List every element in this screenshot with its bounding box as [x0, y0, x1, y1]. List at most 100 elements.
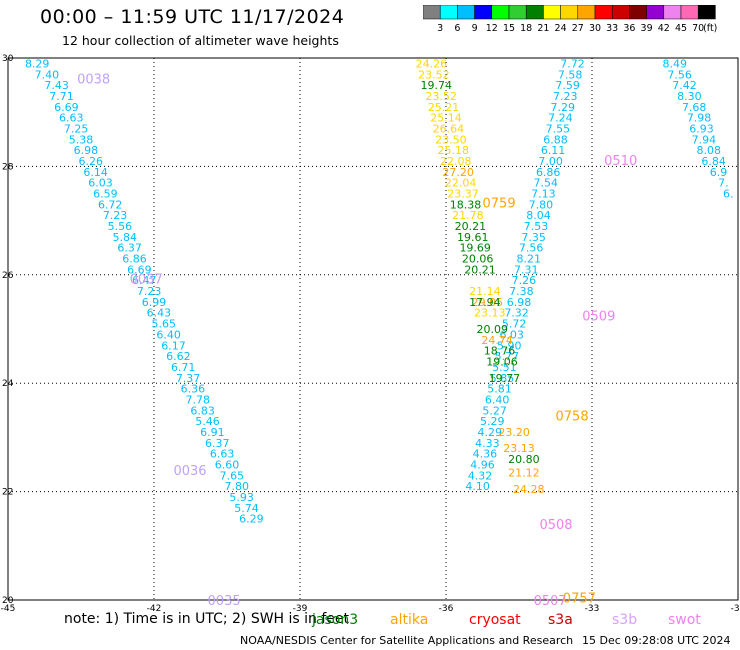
wave-height-value: 6.63	[59, 112, 84, 125]
wave-height-value: 23.52	[425, 90, 457, 103]
satellite-jason3: jason3	[312, 612, 359, 628]
wave-height-value: 6.91	[200, 426, 225, 439]
wave-height-value: 23.13	[503, 442, 535, 455]
wave-height-value: 6.69	[127, 263, 152, 276]
wave-height-value: 7.35	[521, 231, 546, 244]
wave-height-value: 7.58	[558, 68, 583, 81]
wave-height-value: 7.53	[524, 220, 549, 233]
wave-height-value: 27.20	[442, 166, 474, 179]
wave-height-value: 6.60	[215, 459, 240, 472]
wave-height-value: 6.40	[156, 328, 181, 341]
wave-height-value: 6.62	[166, 350, 191, 363]
chart-subtitle: 12 hour collection of altimeter wave hei…	[62, 33, 339, 48]
wave-height-value: 20.21	[455, 220, 487, 233]
credit-text: NOAA/NESDIS Center for Satellite Applica…	[240, 634, 574, 647]
wave-height-value: 7.43	[44, 79, 69, 92]
wave-height-value: 5.81	[487, 383, 512, 396]
wave-height-value: 5.90	[497, 339, 522, 352]
colorbar-swatch	[697, 5, 716, 20]
generated-date: 15 Dec 09:28:08 UTC 2024	[582, 634, 731, 647]
colorbar-label: 33	[606, 23, 618, 33]
wave-height-value: 8.29	[25, 57, 50, 70]
wave-height-value: 6.88	[543, 133, 568, 146]
colorbar-label: 6	[454, 23, 460, 33]
wave-height-value: 6.29	[239, 513, 264, 526]
x-tick-label: -36	[439, 604, 454, 614]
wave-height-value: 5.74	[234, 502, 259, 515]
wave-height-value: 7.72	[560, 57, 585, 70]
wave-height-value: 18.76	[484, 345, 516, 358]
x-tick-label: -42	[147, 604, 162, 614]
wave-height-value: 5.77	[495, 350, 520, 363]
wave-height-value: 26.64	[433, 122, 465, 135]
pass-time-label: 0035	[208, 594, 241, 609]
pass-time-label: 0509	[582, 309, 615, 324]
wave-height-value: 20.80	[508, 453, 540, 466]
wave-height-value: 4.96	[470, 459, 495, 472]
wave-height-value: 7.78	[186, 393, 211, 406]
wave-height-value: 7.40	[35, 68, 60, 81]
wave-height-value: 6.98	[507, 296, 532, 309]
wave-height-value: 6.03	[88, 177, 113, 190]
wave-height-value: 5.46	[195, 415, 220, 428]
colorbar-label: 70	[692, 23, 704, 33]
wave-height-value: 24.28	[513, 483, 545, 496]
wave-height-value: 5.29	[480, 415, 505, 428]
wave-height-value: 7.37	[176, 372, 201, 385]
wave-height-value: 7.80	[529, 198, 554, 211]
wave-height-value: 5.72	[502, 318, 527, 331]
wave-height-value: 5.93	[229, 491, 254, 504]
wave-height-value: 4.33	[475, 437, 500, 450]
y-tick-label: 24	[2, 379, 14, 389]
colorbar-label: 36	[623, 23, 635, 33]
wave-height-value: 21.14	[469, 285, 501, 298]
wave-height-value: 25.21	[428, 101, 460, 114]
wave-height-value: 23.50	[435, 133, 467, 146]
wave-height-value: 7.38	[509, 285, 534, 298]
wave-height-value: 8.49	[662, 57, 687, 70]
wave-height-value: 6.47	[132, 274, 157, 287]
wave-height-value: 5.56	[108, 220, 133, 233]
wave-height-value: 23.52	[418, 68, 450, 81]
colorbar-label: 27	[572, 23, 584, 33]
wave-height-value: 24.26	[416, 57, 448, 70]
y-tick-label: 30	[2, 54, 14, 64]
wave-height-value: 19.74	[421, 79, 453, 92]
wave-height-value: 7.00	[538, 155, 563, 168]
wave-height-value: 6.69	[54, 101, 79, 114]
wave-height-value: 7.56	[667, 68, 692, 81]
colorbar-label: 24	[555, 23, 567, 33]
pass-time-label: 0759	[483, 197, 516, 212]
wave-height-value: 7.56	[519, 242, 544, 255]
wave-height-value: 7.42	[672, 79, 697, 92]
wave-height-value: 7.29	[551, 101, 576, 114]
pass-time-label: 0757	[563, 591, 596, 606]
wave-height-value: 6.43	[147, 307, 172, 320]
colorbar-label: 9	[472, 23, 478, 33]
colorbar-label: 18	[520, 23, 532, 33]
satellite-s3b: s3b	[612, 612, 638, 628]
wave-height-value: 6.14	[83, 166, 108, 179]
wave-height-value: 6.71	[171, 361, 196, 374]
pass-time-label: 0038	[77, 73, 110, 88]
wave-height-value: 7.31	[514, 263, 539, 276]
wave-height-value: 6.36	[181, 383, 206, 396]
pass-time-label: 0507	[534, 594, 567, 609]
colorbar-label: 12	[486, 23, 498, 33]
wave-height-value: 8.30	[677, 90, 702, 103]
wave-height-value: 23.13	[474, 307, 506, 320]
wave-height-value: 6.84	[701, 155, 726, 168]
wave-height-value: 6.37	[205, 437, 230, 450]
wave-height-value: 20.21	[464, 263, 496, 276]
wave-height-value: 6.	[723, 188, 734, 201]
wave-height-value: 8.04	[526, 209, 551, 222]
wave-height-value: 6.59	[93, 188, 118, 201]
wave-height-value: 6.86	[122, 253, 147, 266]
wave-height-value: 5.38	[69, 133, 94, 146]
wave-height-value: 6.9	[710, 166, 728, 179]
pass-time-label: 0758	[556, 410, 589, 425]
colorbar-label: 42	[658, 23, 670, 33]
wave-height-value: 25.14	[430, 112, 462, 125]
x-tick-label: -30	[731, 604, 740, 614]
wave-height-value: 29.05	[472, 296, 504, 309]
